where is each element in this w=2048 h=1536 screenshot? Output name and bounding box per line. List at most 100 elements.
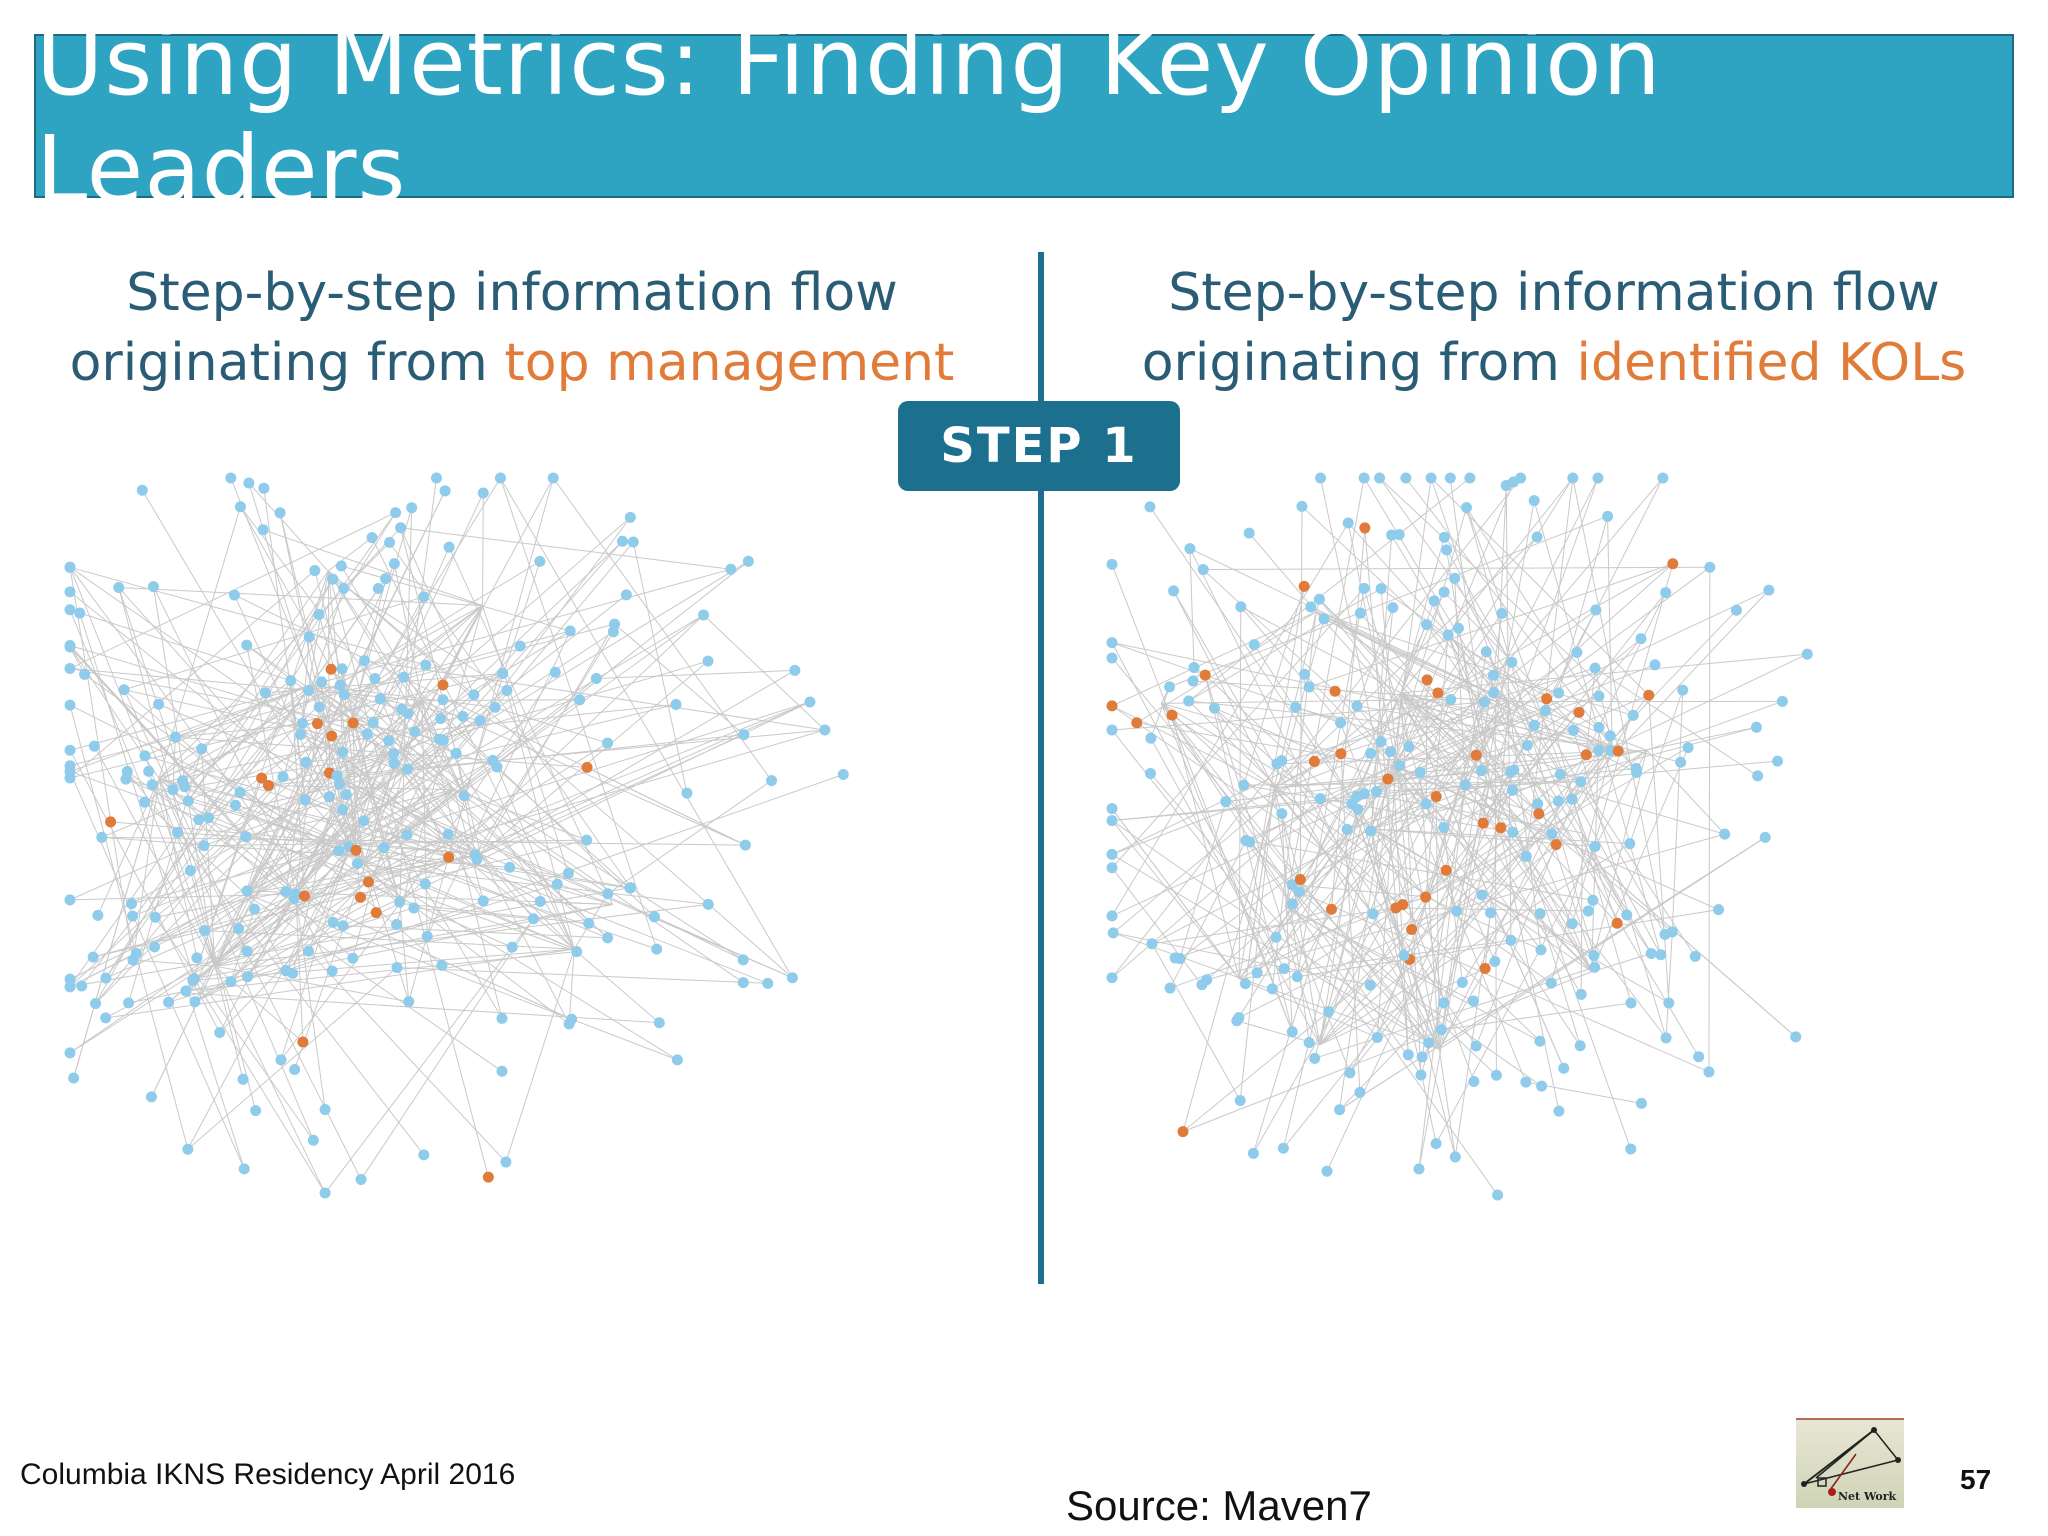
- network-edge: [1299, 891, 1710, 1073]
- network-node: [277, 771, 289, 783]
- network-edge: [1646, 700, 1783, 751]
- network-edge: [279, 512, 350, 847]
- page-number: 57: [1960, 1464, 1992, 1495]
- network-node: [681, 787, 693, 799]
- network-node: [1593, 721, 1605, 733]
- network-edge: [1243, 784, 1513, 833]
- network-node: [1164, 982, 1176, 994]
- network-node: [1387, 602, 1399, 614]
- network-edge: [1441, 1002, 1632, 1031]
- network-node: [289, 1063, 301, 1075]
- network-node: [435, 712, 447, 724]
- network-edge: [123, 689, 332, 737]
- network-node: [290, 888, 302, 900]
- network-edge: [1238, 477, 1664, 980]
- network-node: [199, 925, 211, 937]
- network-node: [92, 909, 104, 921]
- network-node: [702, 898, 714, 910]
- network-node: [1344, 1067, 1356, 1079]
- network-node-active: [1612, 745, 1624, 757]
- network-node-active: [1550, 839, 1562, 851]
- network-edge: [193, 978, 326, 1194]
- network-edge: [568, 949, 575, 1025]
- network-node: [388, 748, 400, 760]
- network-node: [294, 728, 306, 740]
- network-edge: [69, 751, 401, 901]
- network-node: [374, 693, 386, 705]
- network-edge: [1334, 690, 1427, 805]
- network-node: [1220, 796, 1232, 808]
- network-node: [1106, 724, 1118, 736]
- network-node: [337, 920, 349, 932]
- network-node: [1490, 1069, 1502, 1081]
- network-edge: [261, 777, 364, 822]
- network-node-active: [1495, 822, 1507, 834]
- network-edge: [1372, 477, 1432, 915]
- network-node: [725, 563, 737, 575]
- network-node: [319, 1187, 331, 1199]
- network-edge: [499, 477, 658, 950]
- network-node: [1703, 1066, 1715, 1078]
- network-edge: [1546, 698, 1583, 833]
- network-node: [1270, 931, 1282, 943]
- network-node: [1243, 527, 1255, 539]
- network-edge: [95, 578, 334, 1004]
- network-edge: [1319, 844, 1557, 1046]
- network-edge: [1392, 765, 1458, 912]
- network-node: [139, 750, 151, 762]
- network-edge: [295, 820, 365, 895]
- network-edge: [426, 630, 571, 937]
- network-node: [1414, 766, 1426, 778]
- network-edge: [1188, 700, 1613, 747]
- network-edge: [383, 517, 631, 848]
- network-node: [1682, 742, 1694, 754]
- network-node: [225, 976, 237, 988]
- network-edge: [1400, 600, 1435, 694]
- network-node: [167, 784, 179, 796]
- network-node: [1553, 687, 1565, 699]
- network-node: [334, 679, 346, 691]
- network-edge: [158, 777, 657, 950]
- network-edge: [1319, 896, 1427, 1046]
- network-edge: [1284, 477, 1365, 907]
- network-node: [1423, 1037, 1435, 1049]
- network-edge: [1151, 943, 1241, 1101]
- network-node: [1309, 1052, 1321, 1064]
- network-edge: [1179, 566, 1711, 959]
- network-node: [1592, 472, 1604, 484]
- network-node: [366, 532, 378, 544]
- network-edge: [348, 846, 631, 889]
- network-node-active: [1420, 891, 1432, 903]
- network-node: [671, 1054, 683, 1066]
- network-edge: [188, 678, 376, 994]
- network-node: [1286, 879, 1298, 891]
- network-logo-icon: [1801, 1427, 1901, 1496]
- network-edge: [1276, 667, 1596, 765]
- network-node: [1645, 948, 1657, 960]
- network-edge: [1392, 613, 1503, 767]
- network-edge: [1173, 590, 1440, 1050]
- network-node: [391, 919, 403, 931]
- network-edge: [69, 673, 503, 779]
- network-edge: [279, 512, 347, 795]
- network-node: [1521, 739, 1533, 751]
- network-edge: [1438, 1048, 1456, 1158]
- network-edge: [363, 729, 826, 866]
- network-edge: [1240, 606, 1402, 694]
- network-edge: [304, 517, 631, 801]
- step-badge: STEP 1: [898, 401, 1180, 491]
- network-node: [1413, 1163, 1425, 1175]
- network-node-active: [370, 907, 382, 919]
- network-node: [1278, 963, 1290, 975]
- network-node: [702, 655, 714, 667]
- network-edge: [1418, 784, 1466, 1170]
- network-node: [287, 967, 299, 979]
- network-node: [1704, 561, 1716, 573]
- network-node: [1235, 601, 1247, 613]
- network-node: [274, 507, 286, 519]
- network-edge: [1239, 787, 1275, 1101]
- network-edge: [1111, 564, 1293, 1032]
- network-node: [408, 902, 420, 914]
- network-node: [1459, 779, 1471, 791]
- network-edge: [238, 701, 811, 930]
